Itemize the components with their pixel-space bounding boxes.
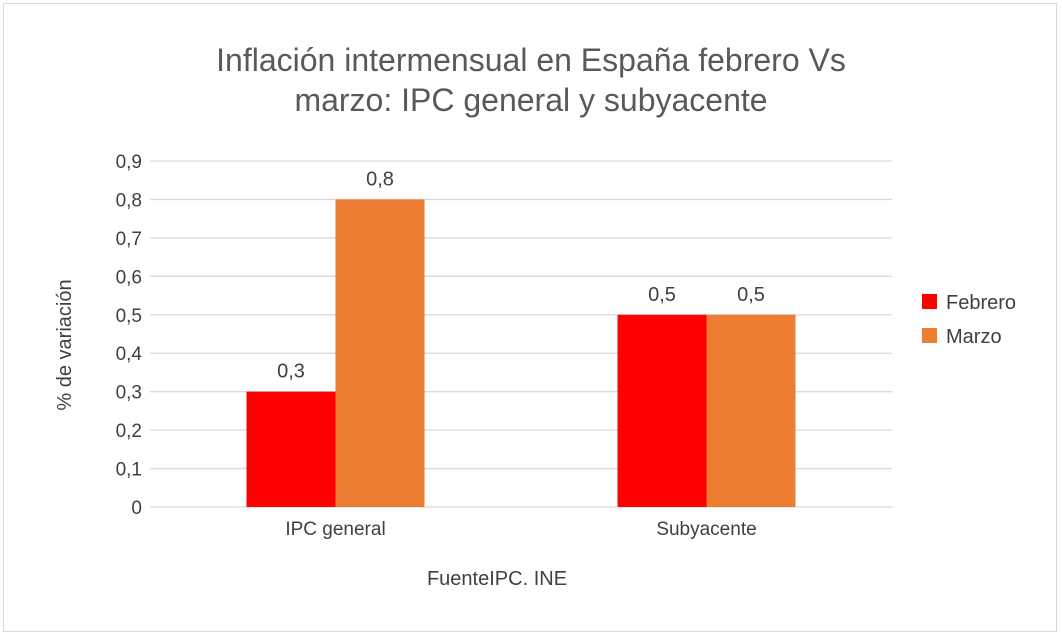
x-tick-label: IPC general <box>285 519 385 540</box>
data-label: 0,5 <box>648 284 676 306</box>
x-axis-ticks: IPC general Subyacente <box>285 519 756 540</box>
bar-febrero-1 <box>246 391 336 507</box>
y-tick-label: 0,4 <box>116 344 143 365</box>
y-tick-label: 0,3 <box>116 383 142 404</box>
data-labels: 0,3 0,8 0,5 0,5 <box>277 168 765 382</box>
y-tick-label: 0,2 <box>116 421 142 442</box>
y-axis-ticks: 0 0,1 0,2 0,3 0,4 0,5 0,6 0,7 0,8 0,9 <box>116 152 143 519</box>
x-tick-label: Subyacente <box>656 519 756 540</box>
bar-marzo-2 <box>706 314 796 507</box>
chart-frame <box>3 3 1057 632</box>
x-axis-title: FuenteIPC. INE <box>427 568 567 590</box>
y-axis-title: % de variación <box>54 279 76 410</box>
chart-title-line-2: marzo: IPC general y subyacente <box>294 82 767 118</box>
y-tick-label: 0,9 <box>116 152 142 173</box>
y-tick-label: 0,1 <box>116 460 142 481</box>
y-tick-label: 0 <box>131 498 142 519</box>
y-tick-label: 0,8 <box>116 190 142 211</box>
legend-label-marzo: Marzo <box>946 326 1002 348</box>
legend-swatch-marzo <box>922 328 937 343</box>
chart-title-line-1: Inflación intermensual en España febrero… <box>216 42 846 78</box>
y-tick-label: 0,5 <box>116 306 142 327</box>
legend-label-febrero: Febrero <box>946 292 1016 314</box>
y-tick-label: 0,7 <box>116 229 142 250</box>
data-label: 0,8 <box>366 168 394 190</box>
data-label: 0,5 <box>737 284 765 306</box>
bar-marzo-1 <box>335 199 425 507</box>
legend: Febrero Marzo <box>922 292 1016 348</box>
y-tick-label: 0,6 <box>116 267 142 288</box>
bars <box>246 199 796 507</box>
legend-swatch-febrero <box>922 294 937 309</box>
data-label: 0,3 <box>277 361 305 383</box>
bar-febrero-2 <box>617 314 707 507</box>
